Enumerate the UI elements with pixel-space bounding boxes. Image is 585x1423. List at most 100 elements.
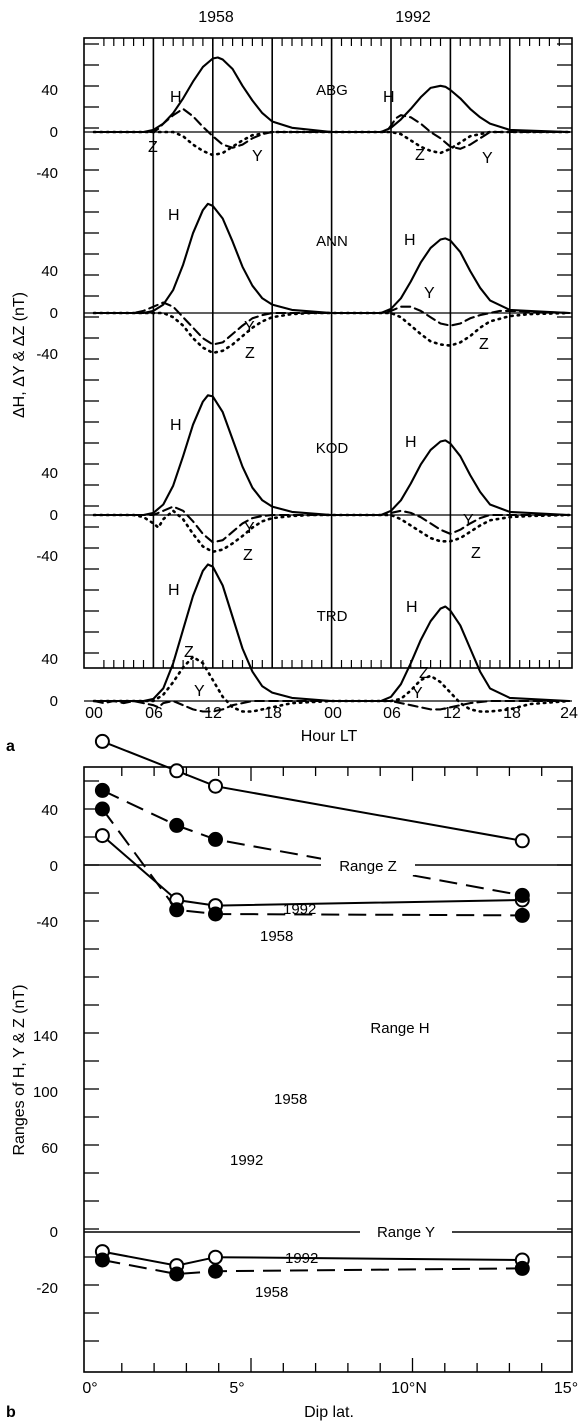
- curve-label-z: Z: [471, 545, 481, 562]
- y-tick-label: 100: [33, 1084, 58, 1101]
- curve-ann-y: [92, 301, 571, 346]
- year-label-1992: 1992: [395, 9, 431, 26]
- curve-label-y: Y: [244, 520, 255, 537]
- curve-label-y: Y: [244, 319, 255, 336]
- curve-label-h: H: [170, 417, 182, 434]
- line-range-y-1958: [102, 1259, 523, 1276]
- y-tick-labels: 40 0 -40 140 100 60 0 -20: [33, 802, 58, 1297]
- y-tick-label: -40: [36, 548, 58, 565]
- x-axis-title: Dip lat.: [304, 1404, 354, 1421]
- y-tick-label: 140: [33, 1028, 58, 1045]
- marker-range-h-1958: [514, 833, 530, 849]
- y-tick-label: 40: [41, 465, 58, 482]
- curve-kod-y: [92, 505, 571, 544]
- x-tick-label: 12: [204, 705, 222, 722]
- marker-range-h-1958: [169, 763, 185, 779]
- curve-label-z: Z: [243, 547, 253, 564]
- curve-label-y: Y: [482, 150, 493, 167]
- x-tick-label: 06: [145, 705, 163, 722]
- line-range-z-1992: [101, 834, 523, 907]
- x-ticks: [121, 767, 543, 1372]
- y-tick-label: 0: [50, 507, 58, 524]
- y-tick-label: 0: [50, 693, 58, 710]
- curve-label-h: H: [383, 89, 395, 106]
- x-ticks: [103, 38, 560, 668]
- range-y-label-bg: [360, 1221, 452, 1241]
- x-tick-label: 00: [324, 705, 342, 722]
- y-tick-labels: 40 0 -40 40 0 -40 40 0 -40 40 0: [36, 82, 58, 710]
- panel-b-frame: [83, 766, 573, 1373]
- x-tick-label: 12: [443, 705, 461, 722]
- y-tick-label: 0: [50, 858, 58, 875]
- curve-ann-h: [92, 202, 571, 315]
- curve-ann-z: [92, 311, 571, 355]
- range-series: [94, 733, 530, 1282]
- marker-range-h-1958: [208, 778, 223, 794]
- x-tick-label: 06: [383, 705, 401, 722]
- range-z-label-bg: [321, 855, 415, 875]
- marker-range-h-1958: [94, 733, 110, 749]
- year-label-1958: 1958: [198, 9, 234, 26]
- hour-gridlines: [152, 38, 511, 668]
- panel-b: 40 0 -40 140 100 60 0 -20 0° 5° 10°N 15°…: [6, 733, 578, 1421]
- range-h-label: Range H: [370, 1020, 429, 1037]
- y-tick-label: 0: [50, 305, 58, 322]
- curve-label-z: Z: [479, 336, 489, 353]
- range-reference-lines: [84, 864, 572, 1233]
- y-tick-label: 40: [41, 82, 58, 99]
- marker-range-z-1958: [169, 902, 185, 918]
- series-label-h-1992: 1992: [230, 1152, 263, 1169]
- curve-abg-h: [92, 56, 571, 134]
- y-tick-label: -20: [36, 1280, 58, 1297]
- marker-range-y-1992: [208, 1249, 223, 1265]
- curve-abg-y: [92, 130, 571, 157]
- marker-range-z-1958: [514, 907, 530, 923]
- y-axis-title: Ranges of H, Y & Z (nT): [11, 984, 28, 1155]
- curve-label-y: Y: [424, 285, 435, 302]
- curve-trd-y: [92, 699, 571, 713]
- curve-label-h: H: [406, 599, 418, 616]
- curve-label-z: Z: [419, 665, 429, 682]
- series-label-z-1958: 1958: [260, 928, 293, 945]
- marker-range-y-1958: [94, 1252, 110, 1268]
- marker-range-z-1992: [94, 828, 110, 844]
- y-tick-label: 40: [41, 263, 58, 280]
- line-range-z-1958: [101, 808, 523, 917]
- curve-label-y: Y: [194, 683, 205, 700]
- x-tick-label: 10°N: [391, 1380, 427, 1397]
- range-z-label: Range Z: [339, 858, 397, 875]
- marker-range-y-1958: [169, 1266, 185, 1282]
- station-label-kod: KOD: [316, 440, 349, 457]
- x-tick-label: 18: [264, 705, 282, 722]
- x-tick-label: 18: [503, 705, 521, 722]
- panel-a-frame: [83, 37, 573, 669]
- station-label-abg: ABG: [316, 82, 348, 99]
- curve-kod-h: [92, 394, 571, 517]
- curve-label-z: Z: [184, 644, 194, 661]
- marker-range-h-1992: [94, 782, 110, 798]
- x-tick-label: 0°: [82, 1380, 97, 1397]
- y-tick-label: -40: [36, 914, 58, 931]
- curve-label-z: Z: [148, 139, 158, 156]
- curve-trd-h: [92, 563, 571, 703]
- marker-range-z-1958: [208, 906, 223, 922]
- x-tick-label: 5°: [229, 1380, 244, 1397]
- x-axis-title: Hour LT: [301, 728, 358, 745]
- y-ticks: [84, 43, 572, 654]
- marker-range-h-1992: [169, 817, 185, 833]
- x-tick-label: 15°: [554, 1380, 578, 1397]
- line-range-y-1992: [102, 1250, 523, 1267]
- curve-label-h: H: [404, 232, 416, 249]
- x-tick-labels: 00 06 12 18 00 06 12 18 24: [85, 705, 578, 722]
- series-label-z-1992: 1992: [283, 901, 316, 918]
- marker-range-y-1958: [514, 1260, 530, 1276]
- series-label-y-1992: 1992: [285, 1250, 318, 1267]
- y-tick-label: 0: [50, 124, 58, 141]
- curve-label-z: Z: [245, 345, 255, 362]
- panel-label-a: a: [6, 738, 15, 755]
- series-label-y-1958: 1958: [255, 1284, 288, 1301]
- y-tick-label: 0: [50, 1224, 58, 1241]
- y-tick-label: -40: [36, 165, 58, 182]
- y-tick-label: 40: [41, 651, 58, 668]
